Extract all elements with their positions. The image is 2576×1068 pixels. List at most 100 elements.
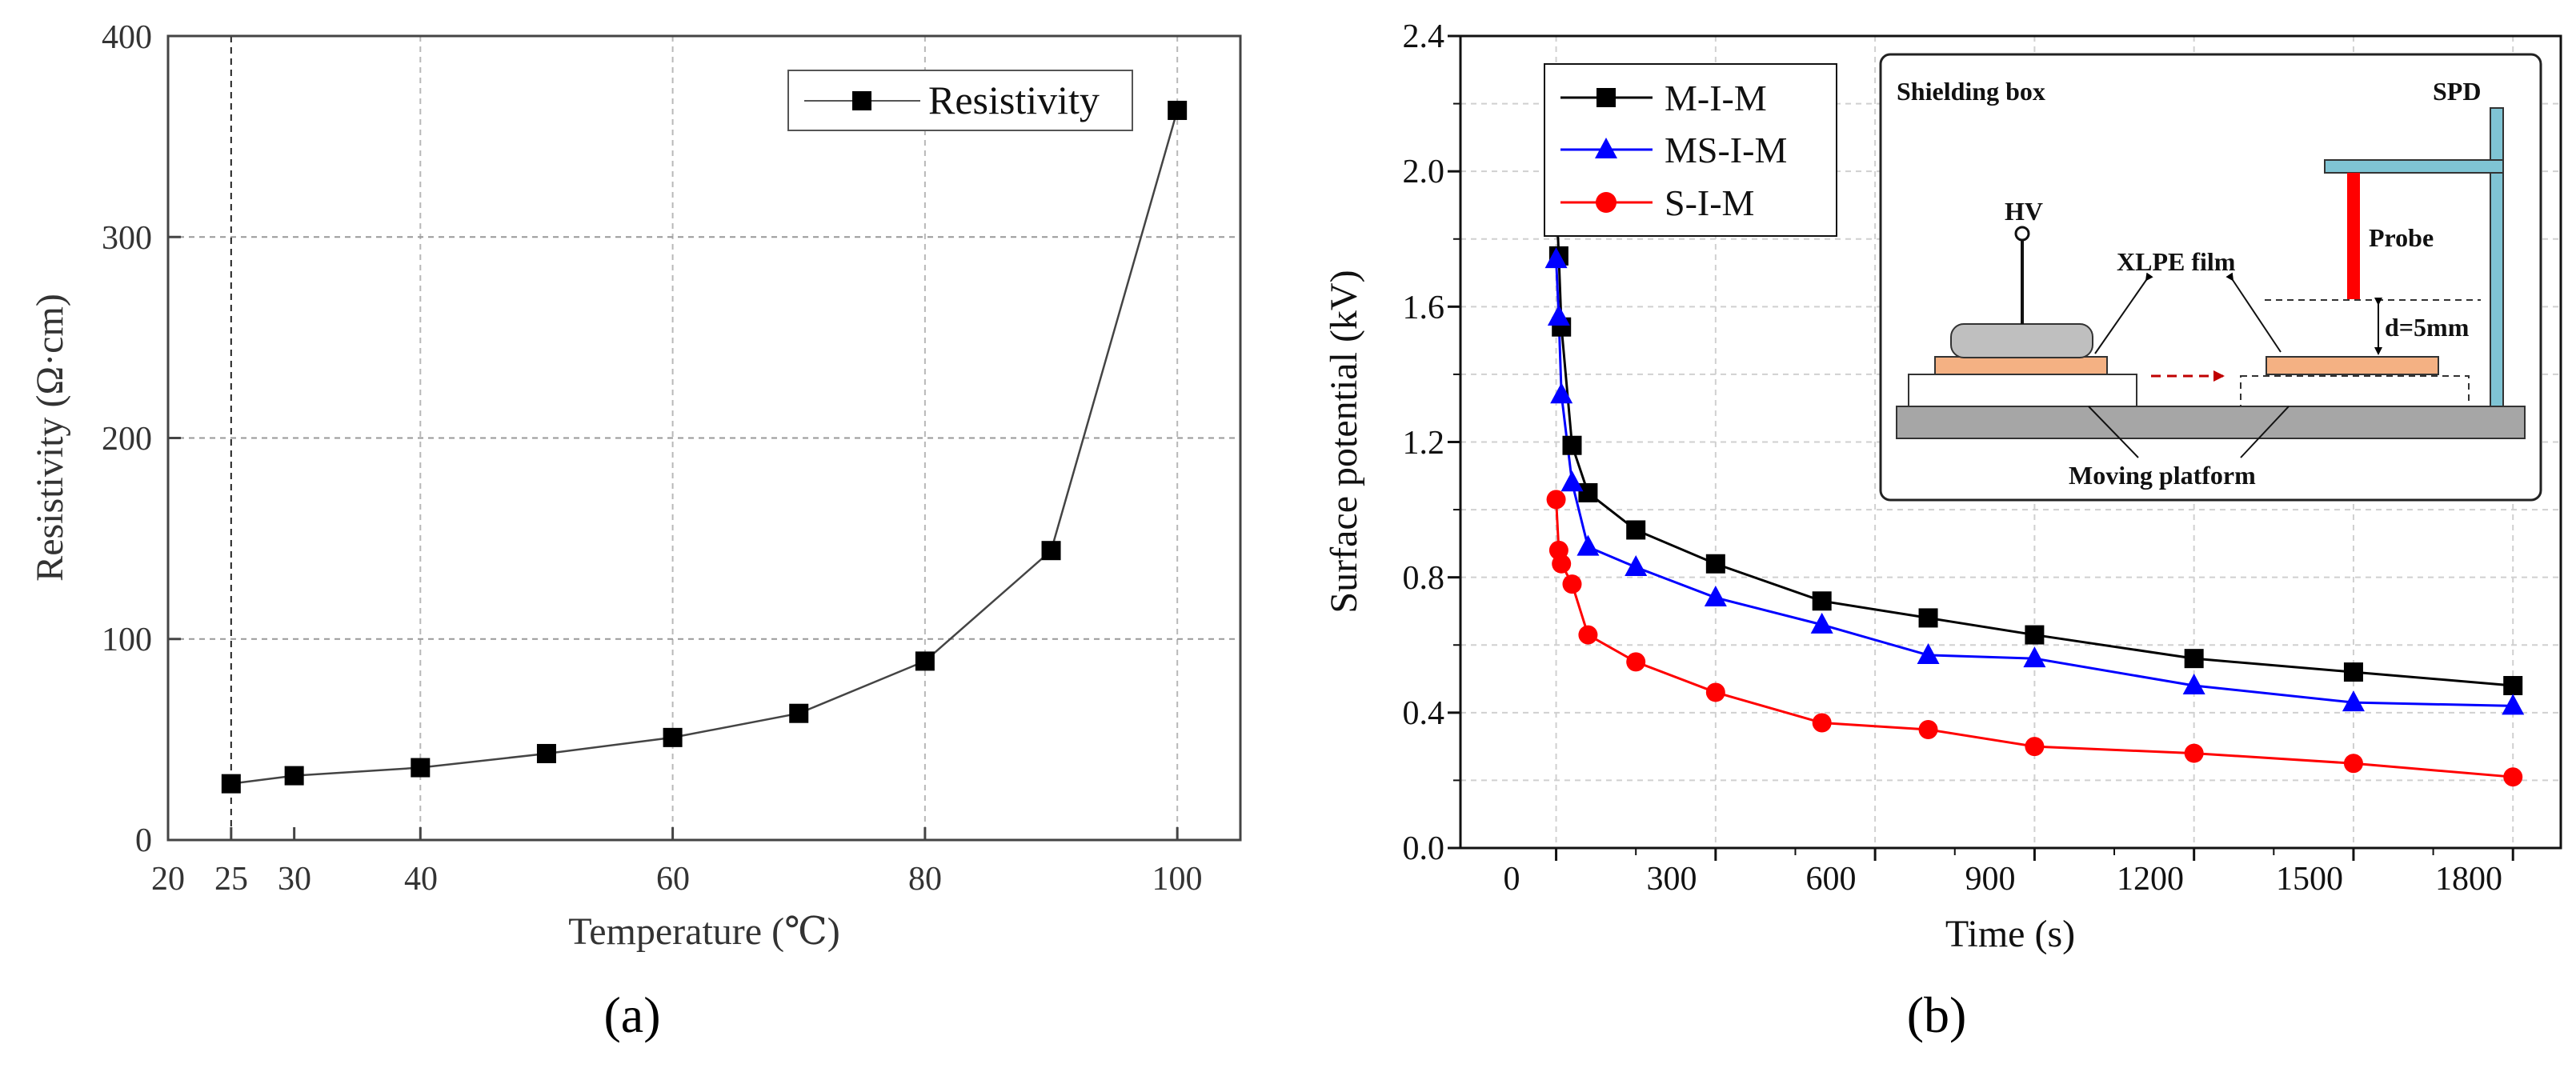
- a-y-tick-label: 100: [102, 622, 152, 658]
- a-y-tick-label: 300: [102, 220, 152, 257]
- b-data-point-triangle: [1544, 247, 1568, 269]
- a-data-point: [284, 766, 304, 786]
- a-data-point: [663, 727, 683, 747]
- chart-a-series: [221, 100, 1188, 794]
- a-data-point: [411, 758, 431, 778]
- chart-b-plot-frame: [1459, 34, 2562, 850]
- b-data-point-triangle: [1550, 382, 1573, 404]
- b-data-point-triangle: [2023, 646, 2046, 668]
- b-data-point-square: [1626, 520, 1646, 540]
- a-data-point: [1168, 100, 1188, 120]
- b-data-point-square: [1705, 554, 1725, 574]
- b-x-tick-label: 0: [1504, 861, 1520, 898]
- b-data-point-square: [1812, 591, 1832, 611]
- b-x-tick-label: 1500: [2276, 861, 2343, 898]
- a-data-point: [915, 651, 935, 671]
- b-data-point-square: [2025, 625, 2045, 645]
- a-y-axis-label: Resistivity (Ω·cm): [29, 294, 71, 582]
- a-data-point: [221, 774, 241, 794]
- b-data-point-square: [2343, 662, 2363, 682]
- b-x-tick-label: 1800: [2435, 861, 2502, 898]
- b-data-point-square: [2503, 676, 2523, 695]
- inset-xlpe-film-label: XLPE film: [2117, 247, 2236, 276]
- b-legend-circle-marker: [1596, 192, 1617, 213]
- b-data-point-square: [2184, 649, 2204, 669]
- b-data-point-triangle: [1704, 586, 1727, 607]
- a-x-axis-label: Temperature (℃): [568, 910, 840, 953]
- inset-xlpe-leader-right: [2225, 272, 2282, 353]
- b-y-tick-label: 2.0: [1403, 154, 1445, 190]
- inset-hv-terminal: [2014, 226, 2030, 242]
- a-x-tick-label: 20: [151, 861, 185, 898]
- b-data-point-triangle: [1917, 642, 1940, 664]
- b-data-point-circle: [1705, 682, 1725, 702]
- inset-left-platform: [1908, 374, 2137, 407]
- a-y-tick-label: 0: [135, 822, 152, 859]
- b-legend-label-msim: MS-I-M: [1665, 130, 1787, 170]
- b-x-tick-label: 900: [1965, 861, 2016, 898]
- b-x-tick-label: 300: [1647, 861, 1697, 898]
- inset-probe: [2347, 173, 2360, 299]
- chart-b-legend-box: [1544, 63, 1837, 237]
- a-x-tick-label: 25: [214, 861, 248, 898]
- a-y-tick-label: 400: [102, 19, 152, 56]
- b-data-point-circle: [1626, 652, 1646, 672]
- b-y-tick-label: 0.4: [1403, 695, 1445, 732]
- b-data-point-circle: [1562, 574, 1582, 594]
- inset-xlpe-film-left: [1934, 356, 2108, 375]
- a-legend-label: Resistivity: [928, 78, 1100, 122]
- inset-probe-label: Probe: [2369, 223, 2434, 252]
- a-x-tick-label: 40: [404, 861, 438, 898]
- b-y-tick-label: 0.0: [1403, 830, 1445, 867]
- b-data-point-circle: [2343, 754, 2363, 774]
- a-data-point: [536, 743, 556, 763]
- b-data-point-triangle: [1547, 305, 1570, 326]
- inset-shielding-box-label: Shielding box: [1897, 77, 2045, 106]
- chart-b-series: [1544, 185, 2525, 787]
- b-data-point-square: [1918, 608, 1938, 628]
- a-data-point: [1041, 541, 1061, 561]
- b-data-point-circle: [2025, 737, 2045, 757]
- b-x-axis-label: Time (s): [1945, 913, 2075, 955]
- b-data-point-circle: [1918, 719, 1938, 739]
- b-x-tick-label: 1200: [2117, 861, 2184, 898]
- b-legend-triangle-marker: [1595, 138, 1617, 158]
- b-data-point-circle: [1578, 625, 1598, 645]
- inset-base-plate: [1896, 406, 2526, 439]
- b-legend-square-marker: [1596, 88, 1616, 107]
- b-data-point-triangle: [2342, 690, 2365, 712]
- a-x-tick-label: 100: [1152, 861, 1203, 898]
- b-y-tick-label: 1.2: [1403, 425, 1445, 462]
- a-x-tick-label: 60: [656, 861, 690, 898]
- b-y-tick-label: 1.6: [1403, 290, 1445, 326]
- a-legend-square-marker: [852, 91, 871, 110]
- b-data-point-circle: [1552, 554, 1572, 574]
- inset-spd-label: SPD: [2433, 77, 2481, 106]
- inset-spd-arm: [2324, 159, 2504, 174]
- inset-platform-leader-left: [2088, 406, 2139, 458]
- b-data-point-square: [1578, 482, 1598, 502]
- chart-a-legend: Resistivity: [787, 70, 1133, 131]
- panel-b-caption: (b): [1907, 986, 1967, 1043]
- inset-spd-post: [2490, 107, 2504, 407]
- inset-electrode: [1950, 323, 2093, 358]
- chart-a-plot-frame: [166, 34, 1242, 842]
- inset-platform-leader-right: [2240, 406, 2290, 458]
- experimental-setup-inset: Shielding box SPD HV Probe d=5mm: [1879, 53, 2542, 502]
- b-data-point-circle: [1546, 490, 1566, 510]
- chart-b-legend: M-I-M MS-I-M S-I-M: [1544, 63, 1837, 237]
- b-data-point-circle: [2184, 743, 2204, 763]
- inset-right-platform-dashed: [2240, 375, 2470, 407]
- b-x-tick-label: 600: [1806, 861, 1857, 898]
- b-data-point-square: [1562, 435, 1582, 455]
- b-y-tick-label: 0.8: [1403, 560, 1445, 597]
- b-y-axis-label: Surface potential (kV): [1323, 270, 1365, 613]
- b-data-point-circle: [1812, 713, 1832, 733]
- inset-xlpe-film-right: [2266, 356, 2439, 375]
- b-data-point-triangle: [1810, 612, 1833, 634]
- inset-moving-platform-label: Moving platform: [2069, 461, 2256, 490]
- b-data-point-triangle: [2502, 694, 2525, 715]
- b-data-point-circle: [2503, 767, 2523, 787]
- a-series-line: [230, 110, 1179, 785]
